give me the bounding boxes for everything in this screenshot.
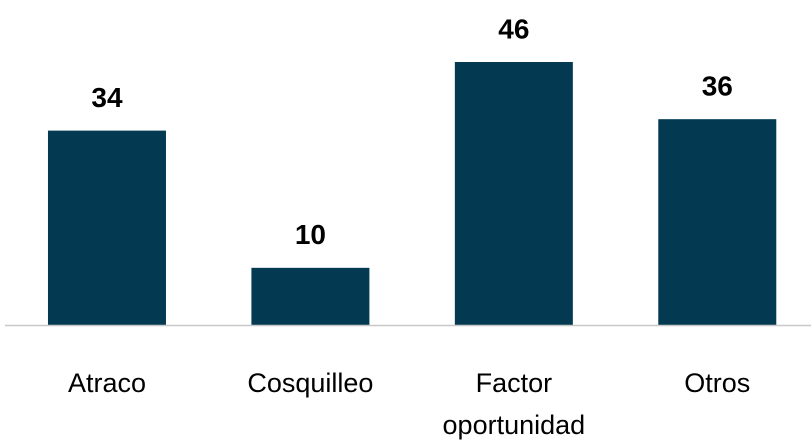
bar (251, 267, 370, 325)
bar (454, 62, 573, 325)
x-tick-label: Atraco (67, 368, 146, 398)
bar (47, 130, 166, 325)
x-tick-label: Factor oportunidad (442, 368, 586, 440)
value-label: 46 (498, 13, 529, 44)
x-tick-label: Cosquilleo (247, 368, 374, 398)
x-tick-label: Otros (684, 368, 751, 398)
value-label: 10 (295, 219, 326, 250)
value-label: 34 (91, 82, 123, 113)
value-label: 36 (702, 71, 733, 102)
bar (658, 119, 777, 325)
